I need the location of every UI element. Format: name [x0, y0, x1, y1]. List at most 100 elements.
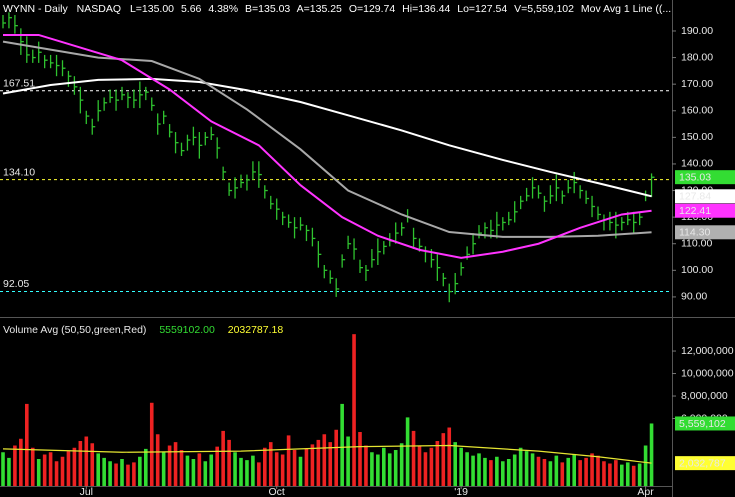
indicator-name: Mov Avg 1 Line ((... — [581, 3, 671, 15]
volume-bar — [161, 452, 166, 486]
volume-bar — [310, 444, 315, 486]
volume-bar — [649, 423, 654, 486]
volume-bar — [280, 454, 285, 486]
volume-bar — [167, 445, 172, 486]
volume-bar — [42, 454, 47, 486]
volume-bar — [274, 452, 279, 486]
price-marker-box — [675, 456, 735, 471]
volume-bar — [530, 453, 535, 486]
volume-bar — [322, 434, 327, 486]
volume-bar — [382, 447, 386, 486]
volume-bar — [173, 442, 178, 486]
volume-bar — [643, 445, 648, 486]
volume-bar — [298, 456, 303, 486]
moving-average — [3, 33, 652, 259]
volume-bar — [185, 455, 190, 486]
volume-bar — [328, 442, 333, 486]
price-marker-label: 127.84 — [679, 191, 711, 203]
volume-bar — [560, 462, 565, 486]
volume-bar — [429, 447, 434, 486]
y-tick-label: 160.00 — [681, 105, 713, 117]
y-tick-label: 170.00 — [681, 78, 713, 90]
volume-bar — [554, 455, 559, 486]
volume-bar — [518, 447, 523, 486]
volume-header: Volume Avg (50,50,green,Red) 5559102.00 … — [3, 324, 283, 336]
volume-bar — [590, 453, 594, 486]
volume-bar — [524, 451, 529, 486]
moving-average — [2, 444, 652, 464]
volume-bar — [96, 453, 100, 486]
volume-bar — [25, 403, 29, 486]
volume-bar — [578, 460, 582, 486]
volume-bar — [36, 459, 41, 486]
plot-layer: 90.00100.00110.00120.00130.00140.00150.0… — [0, 12, 735, 497]
volume-bar — [614, 460, 618, 486]
volume-bar — [54, 461, 59, 486]
volume-bar — [364, 445, 368, 486]
volume-bar — [66, 451, 71, 486]
volume-bar — [477, 453, 481, 486]
volume-bar — [316, 439, 321, 486]
volume-bar — [263, 447, 267, 486]
volume-bar — [19, 438, 23, 486]
volume-bar — [358, 432, 362, 486]
volume-bar — [149, 402, 154, 486]
x-tick-label: Oct — [269, 486, 285, 497]
y-tick-label: 8,000,000 — [681, 390, 728, 402]
volume-value: 5559102.00 — [159, 324, 215, 336]
quote-open: O=129.74 — [349, 3, 396, 15]
volume-bar — [108, 461, 112, 486]
price-marker-box — [675, 225, 735, 240]
volume-bar — [191, 459, 196, 486]
ticker: WYNN - Daily — [3, 3, 68, 15]
volume-bar — [251, 455, 255, 486]
moving-average — [2, 40, 652, 238]
quote-ask: A=135.25 — [297, 3, 342, 15]
volume-bar — [1, 452, 5, 486]
volume-bar — [48, 452, 53, 486]
volume-bar — [120, 459, 124, 486]
volume-bar — [257, 462, 261, 486]
volume-bar — [393, 450, 398, 486]
volume-bar — [370, 452, 374, 486]
y-tick-label: 190.00 — [681, 25, 713, 37]
volume-bar — [78, 441, 83, 486]
volume-bar — [483, 457, 487, 486]
price-header: WYNN - Daily NASDAQ L=135.00 5.66 4.38% … — [3, 3, 671, 15]
volume-bar — [447, 427, 452, 486]
volume-bar — [233, 452, 237, 486]
volume-bar — [637, 463, 642, 486]
volume-bar — [423, 452, 428, 486]
volume-bar — [227, 439, 231, 486]
volume-bar — [566, 457, 571, 486]
price-marker-box — [675, 170, 735, 185]
volume-bar — [441, 433, 446, 486]
volume-bar — [489, 460, 493, 486]
quote-high: Hi=136.44 — [402, 3, 450, 15]
level-label: 167.51 — [3, 78, 35, 90]
volume-bar — [453, 442, 457, 486]
volume-bar — [399, 443, 404, 486]
volume-bar — [411, 430, 416, 486]
volume-bar — [84, 436, 89, 486]
price-marker-label: 114.30 — [679, 227, 710, 239]
quote-last: L=135.00 — [130, 3, 174, 15]
quote-low: Lo=127.54 — [457, 3, 507, 15]
volume-bar — [495, 456, 499, 486]
y-tick-label: 140.00 — [681, 158, 713, 170]
volume-bar — [465, 452, 469, 486]
x-tick-label: Jul — [80, 486, 93, 497]
price-marker-label: 2,032,787 — [679, 457, 726, 469]
volume-bar — [126, 464, 130, 486]
volume-bar — [221, 430, 225, 486]
volume-bar — [435, 441, 440, 486]
volume-bar — [209, 454, 214, 486]
volume-bar — [596, 455, 600, 486]
volume-bar — [203, 461, 208, 486]
volume-bar — [239, 457, 243, 486]
volume-bar — [352, 334, 356, 486]
volume-bar — [608, 463, 612, 486]
volume-bar — [102, 457, 106, 486]
volume-bar — [30, 447, 35, 486]
